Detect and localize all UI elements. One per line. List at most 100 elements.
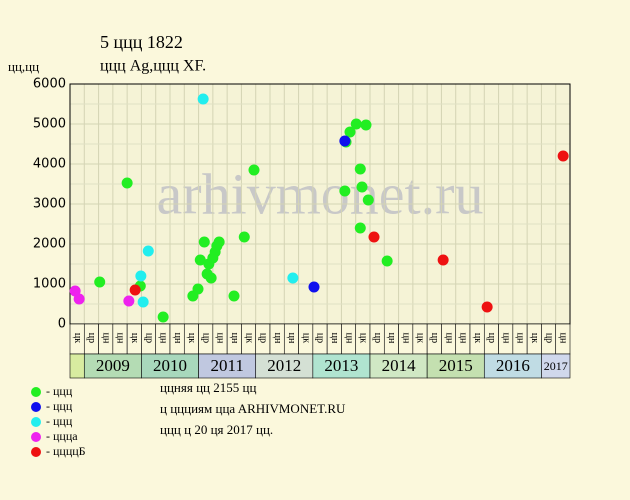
year-label: 2011 <box>210 356 243 375</box>
column-label: цр <box>86 333 97 343</box>
data-point <box>354 163 366 175</box>
data-point <box>354 222 366 234</box>
column-label: цн <box>229 333 240 344</box>
column-label: цн <box>343 333 354 344</box>
y-tick-label: 4000 <box>33 157 66 172</box>
watermark: arhivmonet.ru <box>157 161 484 226</box>
data-point <box>142 245 154 257</box>
year-label: 2009 <box>96 356 130 375</box>
data-point <box>205 272 217 284</box>
data-point <box>557 150 569 162</box>
column-label: цн <box>558 333 569 344</box>
column-label: цн <box>400 333 411 344</box>
data-point <box>350 118 362 130</box>
legend-marker <box>31 447 41 457</box>
y-tick-label: 3000 <box>33 197 66 212</box>
column-label: цр <box>372 333 383 343</box>
data-point <box>437 254 449 266</box>
year-label: 2016 <box>496 356 530 375</box>
column-label: цн <box>215 333 226 344</box>
column-label: цр <box>315 333 326 343</box>
data-point <box>197 93 209 105</box>
year-label: 2013 <box>324 356 358 375</box>
legend-label: - ццца <box>46 429 78 443</box>
data-point <box>308 281 320 293</box>
note: ццц ц 20 ця 2017 цц. <box>160 422 273 437</box>
note: ц ццциям ццa ARHIVMONET.RU <box>160 401 346 416</box>
column-label: цн <box>286 333 297 344</box>
column-label: цн <box>100 333 111 344</box>
data-point <box>129 284 141 296</box>
year-cell <box>69 353 85 379</box>
legend-label: - ццццБ <box>46 444 86 458</box>
column-label: цр <box>143 333 154 343</box>
data-point <box>73 293 85 305</box>
data-point <box>137 296 149 308</box>
column-label: цн <box>158 333 169 344</box>
note: ццняя цц 2155 цц <box>160 380 256 395</box>
year-label: 2012 <box>267 356 301 375</box>
data-point <box>192 283 204 295</box>
data-point <box>287 272 299 284</box>
column-label: цр <box>543 333 554 343</box>
column-label: цн <box>500 333 511 344</box>
column-label: цн <box>515 333 526 344</box>
data-point <box>381 255 393 267</box>
year-cell <box>198 353 257 379</box>
y-tick-label: 5000 <box>33 117 66 132</box>
legend-marker <box>31 387 41 397</box>
column-label: цр <box>200 333 211 343</box>
year-cell <box>483 353 542 379</box>
data-point <box>368 231 380 243</box>
data-point <box>248 164 260 176</box>
legend-marker <box>31 432 41 442</box>
legend-label: - ццц <box>46 399 73 413</box>
data-point <box>123 295 135 307</box>
data-point <box>228 290 240 302</box>
column-label: цр <box>258 333 269 343</box>
year-label: 2010 <box>153 356 187 375</box>
column-label: цк <box>472 333 483 343</box>
column-label: цн <box>458 333 469 344</box>
data-point <box>238 231 250 243</box>
column-label: цк <box>358 333 369 343</box>
column-label: цн <box>172 333 183 344</box>
year-label: 2017 <box>544 359 568 373</box>
y-tick-label: 1000 <box>33 277 66 292</box>
column-label: цк <box>72 333 83 343</box>
y-tick-label: 2000 <box>33 237 66 252</box>
column-label: цн <box>115 333 126 344</box>
year-cell <box>541 353 571 379</box>
data-point <box>344 126 356 138</box>
column-label: цн <box>386 333 397 344</box>
legend-marker <box>31 417 41 427</box>
data-point <box>481 301 493 313</box>
chart-title: 5 ццц 1822 <box>100 32 183 52</box>
year-cell <box>312 353 371 379</box>
column-label: цк <box>243 333 254 343</box>
column-label: цн <box>329 333 340 344</box>
data-point <box>135 270 147 282</box>
data-point <box>360 119 372 131</box>
year-cell <box>255 353 314 379</box>
legend-marker <box>31 402 41 412</box>
data-point <box>213 236 225 248</box>
data-point <box>198 236 210 248</box>
column-label: цк <box>529 333 540 343</box>
data-point <box>121 177 133 189</box>
column-label: цр <box>429 333 440 343</box>
data-point <box>362 194 374 206</box>
column-label: цр <box>486 333 497 343</box>
column-label: цк <box>415 333 426 343</box>
column-label: цк <box>129 333 140 343</box>
year-cell <box>141 353 199 379</box>
year-label: 2014 <box>382 356 417 375</box>
legend-label: - ццц <box>46 414 73 428</box>
column-label: цк <box>186 333 197 343</box>
column-label: цн <box>443 333 454 344</box>
data-point <box>356 181 368 193</box>
data-point <box>157 311 169 323</box>
chart-subtitle: ццц Ag,ццц XF. <box>100 58 206 75</box>
year-label: 2015 <box>439 356 473 375</box>
